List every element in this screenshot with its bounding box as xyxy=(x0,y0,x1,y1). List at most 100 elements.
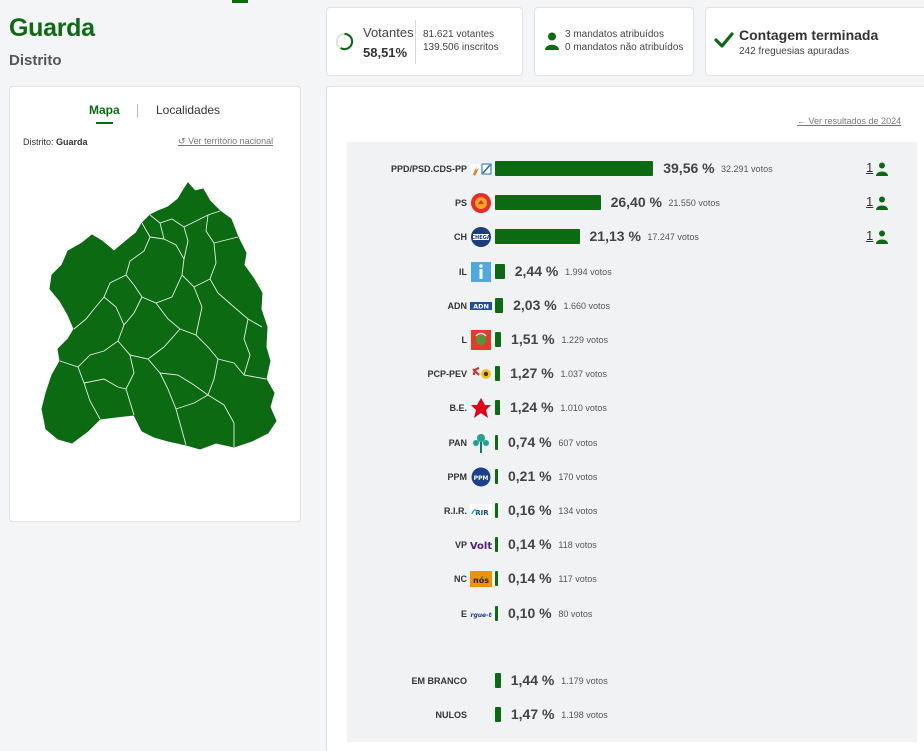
party-row[interactable]: B.E. 1,24 % 1.010 votos xyxy=(347,395,917,421)
vote-count: 607 votos xyxy=(558,437,598,448)
party-name: E xyxy=(460,608,467,619)
vote-bar xyxy=(495,400,500,416)
vote-count: 170 votos xyxy=(558,471,598,482)
active-tab-indicator xyxy=(96,122,113,124)
rir-logo: RIR xyxy=(470,504,492,518)
adn-logo: ADN xyxy=(470,301,492,310)
vote-percent: 39,56 % xyxy=(663,160,715,176)
vote-bar xyxy=(495,195,601,211)
seat-count-link[interactable]: 1 xyxy=(866,194,874,210)
party-row[interactable]: L 1,51 % 1.229 votos xyxy=(347,327,917,353)
party-row[interactable]: PCP-PEV 1,27 % 1.037 votos xyxy=(347,361,917,387)
party-row[interactable]: PPM PPM 0,21 % 170 votos xyxy=(347,464,917,490)
votantes-label: Votantes xyxy=(363,25,414,40)
party-row[interactable]: CH CHEGA 21,13 % 17.247 votos 1 xyxy=(347,224,917,250)
results-list: PPD/PSD.CDS-PP 39,56 % 32.291 votos 1 PS 26,4… xyxy=(347,142,917,742)
person-icon xyxy=(876,230,888,245)
contagem-card: Contagem terminada 242 freguesias apurad… xyxy=(705,7,924,76)
tab-separator xyxy=(137,104,138,118)
vote-count: 1.994 votos xyxy=(565,266,612,277)
ver-territorio-nacional-link[interactable]: ↺ Ver território nacional xyxy=(178,136,273,147)
ps-logo xyxy=(471,193,491,214)
undo-icon: ↺ xyxy=(178,136,186,146)
blank-votes-row[interactable]: EM BRANCO 1,44 % 1.179 votos xyxy=(347,668,917,694)
vote-count: 118 votos xyxy=(558,540,597,551)
vote-bar xyxy=(495,297,504,313)
party-row[interactable]: VP Volt 0,14 % 118 votos xyxy=(347,532,917,558)
party-row[interactable]: IL 2,44 % 1.994 votos xyxy=(347,259,917,285)
vote-percent: 0,14 % xyxy=(508,570,552,587)
vote-bar xyxy=(495,434,498,450)
pcp-pev-logo xyxy=(472,367,491,380)
vote-count: 21.550 votos xyxy=(668,198,720,209)
party-name: IL xyxy=(459,266,467,277)
vote-count: 17.247 votos xyxy=(647,232,699,243)
livre-logo xyxy=(471,330,491,350)
turnout-progress-icon xyxy=(335,32,354,51)
vote-bar xyxy=(495,503,498,518)
district-map[interactable] xyxy=(38,179,288,469)
party-name: NULOS xyxy=(435,710,468,720)
party-name: L xyxy=(461,335,468,345)
party-row[interactable]: ADN ADN 2,03 % 1.660 votos xyxy=(347,293,917,319)
vote-percent: 0,16 % xyxy=(508,502,552,518)
tab-mapa[interactable]: Mapa xyxy=(89,103,120,117)
party-name: PAN xyxy=(448,437,467,448)
party-name: PPD/PSD.CDS-PP xyxy=(390,164,467,174)
vote-count: 32.291 votos xyxy=(721,164,773,174)
vote-bar xyxy=(495,366,501,382)
vote-percent: 26,40 % xyxy=(610,194,662,211)
district-outline[interactable] xyxy=(41,182,277,450)
svg-text:nós: nós xyxy=(473,575,489,585)
results-panel: ← Ver resultados de 2024 PPD/PSD.CDS-PP 3… xyxy=(326,86,924,751)
nos-cidadaos-logo: nós xyxy=(470,571,492,588)
seat-count-link[interactable]: 1 xyxy=(866,228,874,244)
vote-percent: 0,74 % xyxy=(508,433,552,450)
volt-logo: Volt xyxy=(470,541,492,552)
seat-count-link[interactable]: 1 xyxy=(866,160,874,175)
ver-resultados-2024-link[interactable]: ← Ver resultados de 2024 xyxy=(797,116,901,126)
vote-bar xyxy=(495,468,498,484)
party-row[interactable]: EErgue-te 0,10 % 80 votos xyxy=(347,601,917,627)
party-row[interactable]: PAN 0,74 % 607 votos xyxy=(347,430,917,456)
chega-logo: CHEGA xyxy=(471,227,491,248)
party-name: R.I.R. xyxy=(443,506,467,516)
party-name: VP xyxy=(454,540,467,551)
vote-count: 1.229 votos xyxy=(561,335,608,345)
vote-percent: 1,51 % xyxy=(511,331,555,347)
distrito-value: Guarda xyxy=(56,137,88,147)
null-votes-row[interactable]: NULOS 1,47 % 1.198 votos xyxy=(347,702,917,728)
party-row[interactable]: NC nós 0,14 % 117 votos xyxy=(347,566,917,592)
vote-percent: 2,44 % xyxy=(514,262,559,279)
party-name: CH xyxy=(454,232,467,243)
vote-count: 1.198 votos xyxy=(561,710,608,720)
vote-count: 1.037 votos xyxy=(560,369,608,380)
party-row[interactable]: PS 26,40 % 21.550 votos 1 xyxy=(347,190,917,216)
svg-text:RIR: RIR xyxy=(475,509,489,517)
be-logo xyxy=(471,398,491,419)
pan-logo xyxy=(473,433,489,453)
party-row[interactable]: R.I.R. RIR 0,16 % 134 votos xyxy=(347,498,917,524)
vote-count: 117 votos xyxy=(558,574,597,585)
vote-percent: 1,24 % xyxy=(509,399,554,416)
inscritos-count: 139.506 inscritos xyxy=(423,42,499,53)
vote-bar xyxy=(495,332,501,347)
il-logo xyxy=(471,261,491,282)
vote-bar xyxy=(495,229,580,245)
person-icon xyxy=(876,196,888,211)
vote-bar xyxy=(495,537,498,553)
mandatos-atribuidos: 3 mandatos atribuídos xyxy=(565,29,664,40)
tab-localidades[interactable]: Localidades xyxy=(156,103,221,117)
vote-percent: 1,27 % xyxy=(510,365,554,382)
vote-bar xyxy=(495,263,505,279)
vote-percent: 0,21 % xyxy=(508,467,552,484)
vote-percent: 0,10 % xyxy=(508,604,552,621)
check-icon xyxy=(714,32,734,48)
votantes-card: Votantes 58,51% 81.621 votantes 139.506 … xyxy=(326,7,523,76)
party-row[interactable]: PPD/PSD.CDS-PP 39,56 % 32.291 votos 1 xyxy=(347,156,917,182)
ver-resultados-2024-label: Ver resultados de 2024 xyxy=(808,116,902,126)
party-name: NC xyxy=(454,574,467,585)
party-name: B.E. xyxy=(449,403,467,414)
